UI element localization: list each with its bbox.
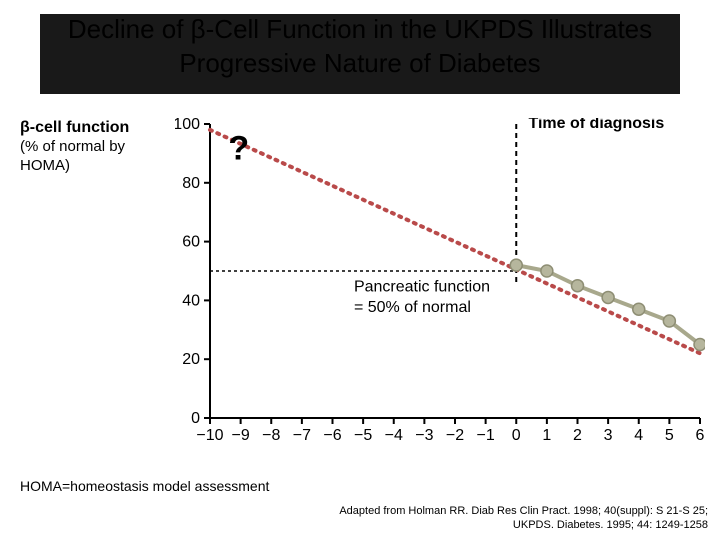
- citation-line2: UKPDS. Diabetes. 1995; 44: 1249-1258: [513, 519, 708, 531]
- projection-line: [210, 130, 700, 353]
- panc-func-label-1: Pancreatic function: [354, 279, 490, 296]
- y-tick-label: 40: [182, 292, 200, 309]
- observed-line: [516, 265, 700, 344]
- panc-func-label-2: = 50% of normal: [354, 299, 471, 316]
- x-tick-label: −10: [196, 427, 223, 444]
- data-marker: [572, 280, 584, 292]
- x-tick-label: −4: [385, 427, 403, 444]
- data-marker: [663, 315, 675, 327]
- y-tick-label: 60: [182, 234, 200, 251]
- x-tick-label: −5: [354, 427, 372, 444]
- data-marker: [602, 291, 614, 303]
- chart-area: 020406080100−10−9−8−7−6−5−4−3−2−10123456…: [175, 118, 705, 458]
- citation: Adapted from Holman RR. Diab Res Clin Pr…: [339, 504, 708, 532]
- citation-line1: Adapted from Holman RR. Diab Res Clin Pr…: [339, 505, 708, 517]
- data-marker: [541, 265, 553, 277]
- footnote: HOMA=homeostasis model assessment: [20, 478, 269, 494]
- y-axis-label: β-cell function (% of normal by HOMA): [20, 118, 170, 175]
- y-axis-label-sub: (% of normal by HOMA): [20, 138, 125, 174]
- data-marker: [510, 259, 522, 271]
- y-tick-label: 0: [191, 410, 200, 427]
- y-tick-label: 100: [175, 118, 200, 133]
- x-tick-label: 2: [573, 427, 582, 444]
- x-tick-label: −2: [446, 427, 464, 444]
- y-tick-label: 80: [182, 175, 200, 192]
- question-mark: ?: [228, 129, 249, 167]
- y-axis-label-bold: β-cell function: [20, 119, 129, 136]
- y-tick-label: 20: [182, 351, 200, 368]
- x-tick-label: −6: [323, 427, 341, 444]
- x-tick-label: −1: [477, 427, 495, 444]
- slide: Decline of β-Cell Function in the UKPDS …: [0, 0, 720, 540]
- x-tick-label: −9: [232, 427, 250, 444]
- time-of-diagnosis-label: Time of diagnosis: [529, 118, 665, 132]
- x-tick-label: −3: [415, 427, 433, 444]
- x-tick-label: −8: [262, 427, 280, 444]
- data-marker: [633, 303, 645, 315]
- x-tick-label: 4: [634, 427, 643, 444]
- slide-title: Decline of β-Cell Function in the UKPDS …: [0, 12, 720, 80]
- x-tick-label: 1: [542, 427, 551, 444]
- x-tick-label: 6: [696, 427, 705, 444]
- data-marker: [694, 339, 705, 351]
- x-tick-label: 5: [665, 427, 674, 444]
- x-tick-label: −7: [293, 427, 311, 444]
- x-tick-label: 3: [604, 427, 613, 444]
- x-tick-label: 0: [512, 427, 521, 444]
- chart-svg: 020406080100−10−9−8−7−6−5−4−3−2−10123456…: [175, 118, 705, 458]
